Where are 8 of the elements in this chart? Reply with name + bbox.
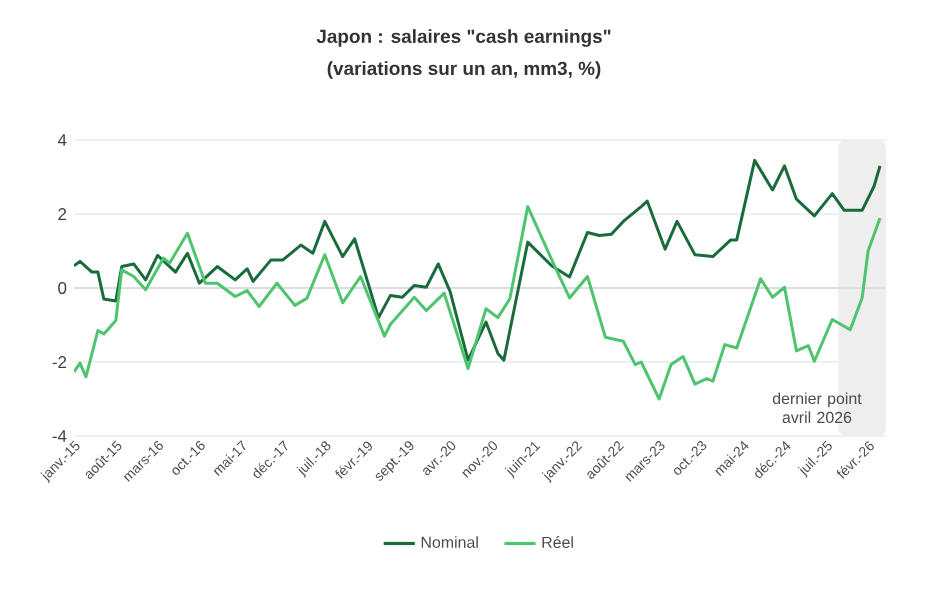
- line-series: [74, 158, 882, 362]
- chart-title: Japon : salaires "cash earnings": [316, 29, 611, 47]
- chart-subtitle: (variations sur un an, mm3, %): [327, 61, 601, 79]
- y-tick-label: 0: [58, 282, 67, 294]
- y-tick-label: -4: [52, 430, 67, 442]
- y-tick-label: -2: [52, 356, 67, 368]
- y-tick-label: 2: [58, 208, 67, 220]
- y-tick-label: 4: [57, 134, 67, 146]
